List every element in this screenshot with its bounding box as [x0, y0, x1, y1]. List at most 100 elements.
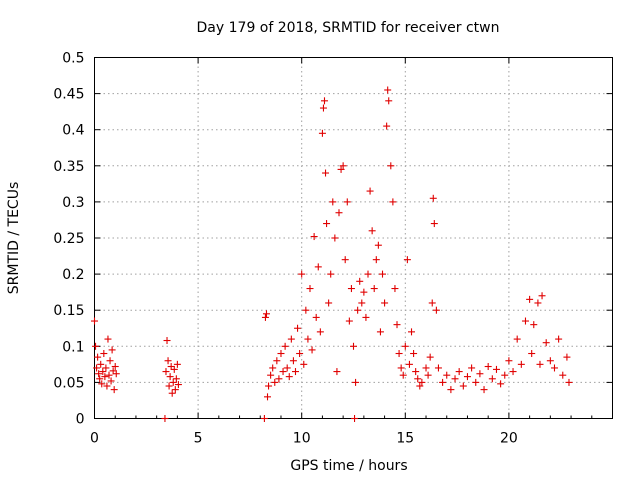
data-point — [542, 339, 550, 347]
data-point — [412, 368, 420, 376]
data-point — [434, 364, 442, 372]
data-point — [308, 346, 316, 354]
data-point — [289, 357, 297, 365]
data-point — [262, 310, 270, 318]
data-point — [362, 313, 370, 321]
data-point — [476, 370, 484, 378]
data-point — [565, 378, 573, 386]
data-point — [99, 368, 107, 376]
data-point — [100, 350, 108, 358]
data-point — [354, 306, 362, 314]
data-point — [360, 288, 368, 296]
grid-lines — [94, 57, 613, 419]
data-point — [296, 350, 304, 358]
data-point — [300, 360, 308, 368]
data-point — [310, 233, 318, 241]
data-point — [408, 328, 416, 336]
y-tick-label: 0.2 — [62, 267, 84, 283]
data-point — [108, 346, 116, 354]
data-point — [264, 393, 272, 401]
data-point — [347, 285, 355, 293]
data-point — [261, 313, 269, 321]
data-point — [331, 234, 339, 242]
data-point — [166, 373, 174, 381]
y-tick-label: 0.35 — [53, 159, 84, 175]
data-point — [285, 373, 293, 381]
data-point — [501, 371, 509, 379]
data-point — [368, 227, 376, 235]
data-point — [265, 382, 273, 390]
data-point — [339, 162, 347, 170]
y-tick-labels: 0 0.05 0.1 0.15 0.2 0.25 0.3 0.35 0.4 0.45 0.5 — [53, 51, 84, 428]
data-point — [372, 256, 380, 264]
data-point — [112, 370, 120, 378]
data-point — [306, 285, 314, 293]
data-point — [312, 313, 320, 321]
data-point — [463, 373, 471, 381]
data-point — [335, 209, 343, 217]
y-tick-label: 0.3 — [62, 195, 84, 211]
data-point — [98, 380, 106, 388]
data-point — [559, 371, 567, 379]
data-point — [418, 378, 426, 386]
data-point — [174, 381, 182, 389]
data-point — [269, 364, 277, 372]
data-point — [97, 360, 105, 368]
x-axis-label: GPS time / hours — [290, 458, 407, 474]
data-point — [96, 375, 104, 383]
y-axis-label: SRMTID / TECUs — [6, 182, 22, 295]
data-point — [294, 324, 302, 332]
data-point — [319, 104, 327, 112]
data-point — [563, 353, 571, 361]
data-point — [387, 162, 395, 170]
data-point — [102, 364, 110, 372]
data-point — [393, 321, 401, 329]
data-point — [384, 86, 392, 94]
data-point — [439, 378, 447, 386]
data-point — [546, 357, 554, 365]
y-tick-label: 0.45 — [53, 87, 84, 103]
data-point — [322, 169, 330, 177]
data-point — [283, 364, 291, 372]
data-point — [323, 220, 331, 228]
data-point — [370, 285, 378, 293]
data-point — [172, 375, 180, 383]
data-point — [447, 386, 455, 394]
data-point — [555, 335, 563, 343]
data-point — [325, 299, 333, 307]
data-point — [169, 378, 177, 386]
data-point — [163, 337, 171, 345]
data-point — [318, 129, 326, 137]
data-point — [472, 378, 480, 386]
data-point — [488, 375, 496, 383]
data-point — [397, 364, 405, 372]
data-point — [459, 382, 467, 390]
data-point — [505, 357, 513, 365]
data-point — [92, 342, 100, 350]
data-points — [91, 86, 573, 422]
data-point — [484, 363, 492, 371]
data-point — [275, 375, 283, 383]
data-point — [536, 360, 544, 368]
data-point — [101, 373, 109, 381]
data-point — [327, 270, 335, 278]
data-point — [492, 365, 500, 373]
data-point — [164, 357, 172, 365]
data-point — [513, 335, 521, 343]
data-point — [343, 198, 351, 206]
data-point — [111, 363, 119, 371]
data-point — [432, 306, 440, 314]
data-point — [521, 317, 529, 325]
data-point — [161, 415, 169, 422]
y-tick-label: 0.05 — [53, 375, 84, 391]
data-point — [170, 365, 178, 373]
data-point — [480, 386, 488, 394]
data-point — [399, 371, 407, 379]
data-point — [530, 321, 538, 329]
data-point — [379, 270, 387, 278]
data-point — [416, 382, 424, 390]
data-point — [277, 350, 285, 358]
y-tick-label: 0.5 — [62, 51, 84, 67]
data-point — [430, 220, 438, 228]
